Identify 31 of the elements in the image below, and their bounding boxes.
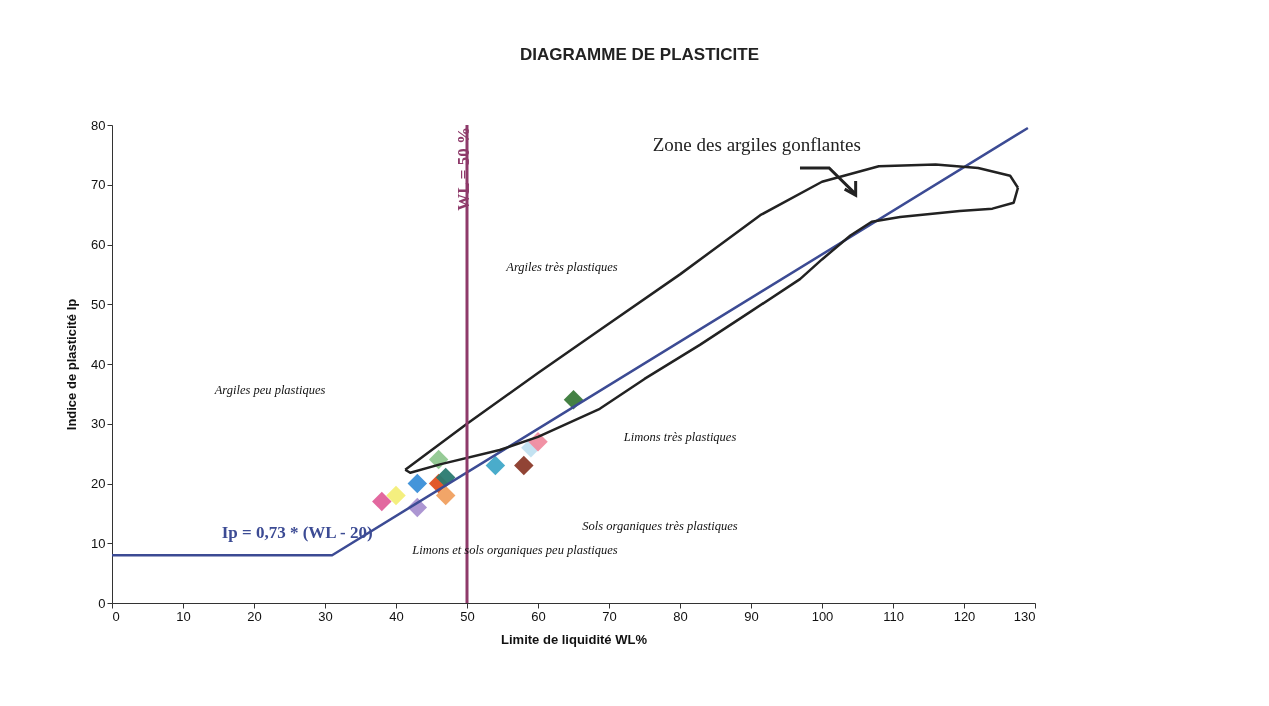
x-tick-label: 80 [673,608,688,624]
annotation: Sols organiques très plastiques [582,519,738,533]
x-tick-label: 100 [811,608,834,624]
x-tick-label: 60 [531,608,546,624]
x-tick-label: 30 [318,608,333,624]
annotation: Limons très plastiques [622,430,737,444]
y-tick-label: 40 [91,356,106,372]
y-tick-label: 60 [91,237,106,252]
y-tick-label: 80 [91,117,106,133]
x-tick-label: 110 [883,608,904,624]
x-tick-label: 20 [247,608,262,624]
x-tick-label: 50 [460,608,475,624]
y-axis-title: Indice de plasticité Ip [64,298,80,431]
x-tick-label: 10 [176,608,191,624]
x-tick-label: 40 [389,608,404,624]
x-tick-label: 0 [112,608,120,624]
x-tick-label: 120 [953,608,976,624]
x-tick-label: 70 [602,608,617,624]
y-tick-label: 20 [91,476,106,491]
annotation: Argiles peu plastiques [213,383,326,397]
y-tick-label: 50 [91,296,106,312]
annotation: Argiles très plastiques [505,260,618,274]
y-tick-label: 70 [91,177,106,193]
x-axis-title: Limite de liquidité WL% [501,631,648,647]
x-tick-label: 90 [744,608,759,624]
x-tick-label: 130 [1013,608,1036,624]
y-tick-label: 30 [91,416,106,432]
y-tick-label: 10 [91,535,106,551]
chart-title: DIAGRAMME DE PLASTICITE [520,45,759,64]
y-tick-label: 0 [98,595,106,611]
series-label: Zone des argiles gonflantes [652,134,861,156]
